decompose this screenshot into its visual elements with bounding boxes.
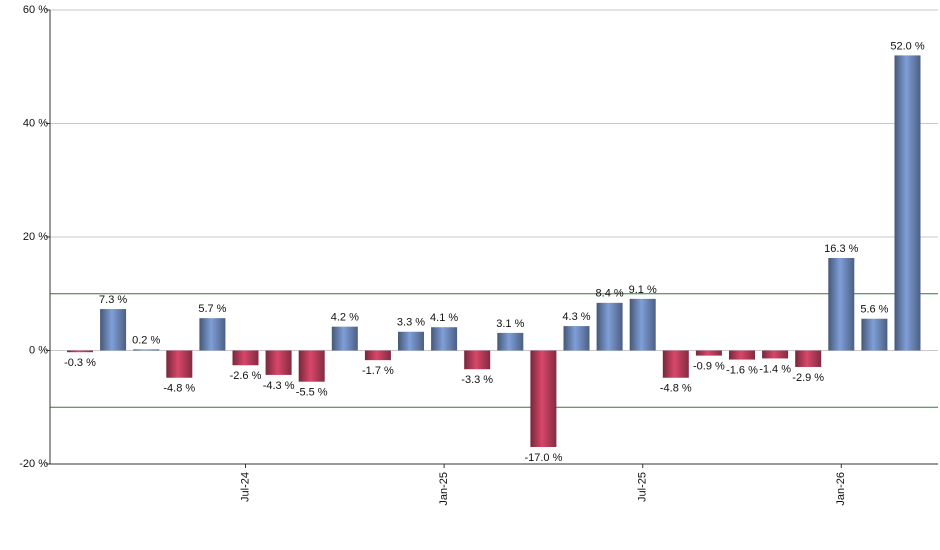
value-label: 4.3 % [562,311,590,323]
y-tick-label: 20 % [23,231,48,243]
bar [464,350,491,370]
value-label: -3.3 % [461,374,493,386]
value-label: 9.1 % [629,284,657,296]
x-tick-label: Jul-25 [637,472,649,502]
bar [828,257,855,351]
value-label: 16.3 % [824,243,858,255]
value-label: -0.3 % [64,357,96,369]
bar [729,350,755,360]
x-tick-label: Jul-24 [239,472,251,502]
bar [563,326,590,351]
value-label: -4.8 % [163,383,195,395]
value-label: -4.8 % [660,383,692,395]
y-tick-label: 0 % [29,344,48,356]
bar [199,318,226,351]
value-label: 52.0 % [890,40,924,52]
bar [497,332,524,351]
value-label: -1.7 % [362,365,394,377]
value-label: -4.3 % [263,380,295,392]
x-tick-label: Jan-25 [438,472,450,506]
value-label: 7.3 % [99,294,127,306]
value-label: -1.6 % [726,364,758,376]
value-label: 3.3 % [397,317,425,329]
x-tick-label: Jan-26 [835,472,847,506]
bar [629,298,656,351]
bar [166,350,193,378]
value-label: 3.1 % [496,318,524,330]
value-label: 4.2 % [331,312,359,324]
value-label: -2.6 % [230,370,262,382]
bar [265,350,292,375]
bar [364,350,391,361]
bar [398,331,424,351]
value-label: -5.5 % [296,387,328,399]
y-tick-label: 60 % [23,4,48,16]
bar [133,349,160,351]
bar [530,350,557,447]
bar [67,350,93,353]
bar [762,350,789,359]
value-label: -0.9 % [693,361,725,373]
bar [695,350,722,356]
bar [662,350,689,378]
bar [232,350,259,366]
value-label: 8.4 % [596,288,624,300]
bar [894,55,921,351]
value-label: 4.1 % [430,312,458,324]
bar [331,326,358,351]
bar [861,318,888,351]
value-label: -2.9 % [792,372,824,384]
bar [100,309,127,351]
bar [298,350,325,382]
bar [596,302,623,351]
value-label: -1.4 % [759,363,791,375]
value-label: 0.2 % [132,334,160,346]
y-tick-label: -20 % [19,458,48,470]
bar [431,327,458,351]
value-label: 5.7 % [198,303,226,315]
y-tick-label: 40 % [23,117,48,129]
value-label: -17.0 % [524,452,562,464]
bar [795,350,822,367]
value-label: 5.6 % [860,304,888,316]
